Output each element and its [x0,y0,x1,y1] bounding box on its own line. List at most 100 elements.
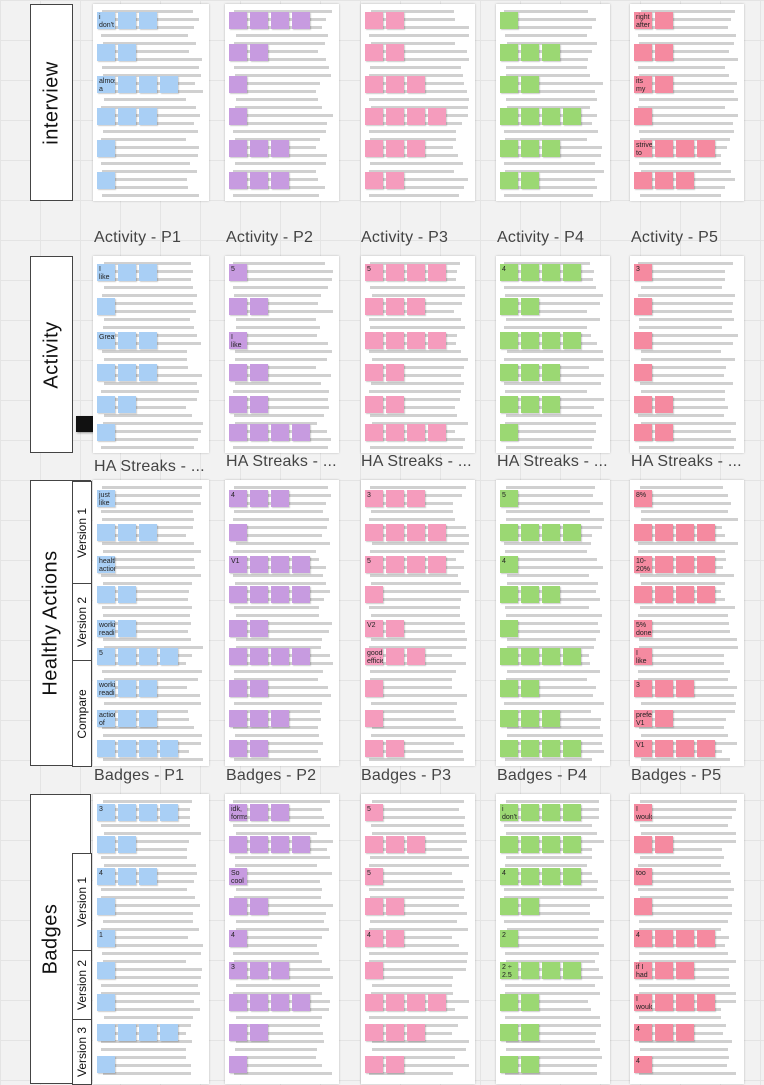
sticky-note[interactable] [407,140,425,157]
sticky-note[interactable] [542,868,560,885]
sticky-note[interactable] [521,524,539,541]
sticky-note[interactable] [118,868,136,885]
sticky-note[interactable] [271,586,289,603]
sticky-note[interactable] [500,524,518,541]
research-frame[interactable]: i don't know 4 2 2 ÷ 2.5 [496,794,610,1084]
sticky-note[interactable] [229,140,247,157]
research-frame[interactable]: 3 5 V2 good efficient [361,480,475,766]
sticky-note[interactable] [634,332,652,349]
frame-label[interactable]: HA Streaks - ... [631,453,742,470]
sticky-note[interactable] [229,648,247,665]
sticky-note[interactable] [250,140,268,157]
sticky-note[interactable] [500,836,518,853]
research-frame[interactable]: I would too 4 if I had I would feel 4 4 [630,794,744,1084]
sticky-note[interactable] [97,396,115,413]
sticky-note[interactable] [118,740,136,757]
sticky-note[interactable] [97,740,115,757]
sticky-note[interactable] [634,108,652,125]
sticky-note[interactable] [542,264,560,281]
sticky-note[interactable]: 5 [365,264,383,281]
sticky-note[interactable] [97,586,115,603]
sticky-note[interactable]: 4 [500,868,518,885]
sticky-note[interactable] [563,868,581,885]
sticky-note[interactable] [386,264,404,281]
sticky-note[interactable]: right after dk [634,12,652,29]
sticky-note[interactable] [655,740,673,757]
sticky-note[interactable] [386,108,404,125]
sticky-note[interactable] [97,298,115,315]
sticky-note[interactable] [655,710,673,727]
sticky-note[interactable] [365,396,383,413]
sticky-note[interactable] [542,140,560,157]
sticky-note[interactable] [160,1024,178,1041]
research-frame[interactable]: 5 I like that [225,256,339,453]
sticky-note[interactable] [118,710,136,727]
sticky-note[interactable] [271,490,289,507]
sticky-note[interactable] [521,836,539,853]
sticky-note[interactable] [229,424,247,441]
research-frame[interactable] [225,4,339,201]
sticky-note[interactable] [697,994,715,1011]
sticky-note[interactable] [521,740,539,757]
research-frame[interactable]: 3 [630,256,744,453]
sticky-note[interactable] [250,172,268,189]
sticky-note[interactable] [139,740,157,757]
sticky-note[interactable] [118,524,136,541]
sticky-note[interactable] [139,12,157,29]
sticky-note[interactable]: if I had [634,962,652,979]
sticky-note[interactable] [118,620,136,637]
sticky-note[interactable] [521,868,539,885]
sticky-note[interactable] [500,620,518,637]
sticky-note[interactable] [521,1024,539,1041]
sticky-note[interactable]: 4 [229,490,247,507]
sticky-note[interactable] [407,424,425,441]
sticky-note[interactable] [250,490,268,507]
sticky-note[interactable] [386,930,404,947]
sticky-note[interactable] [500,710,518,727]
sticky-note[interactable] [139,264,157,281]
sticky-note[interactable] [97,424,115,441]
sticky-note[interactable] [521,962,539,979]
sticky-note[interactable] [521,804,539,821]
sticky-note[interactable] [160,740,178,757]
sticky-note[interactable] [521,898,539,915]
sticky-note[interactable] [250,620,268,637]
sticky-note[interactable] [500,140,518,157]
sticky-note[interactable] [271,836,289,853]
sticky-note[interactable] [118,44,136,61]
sticky-note[interactable] [365,898,383,915]
sticky-note[interactable] [229,396,247,413]
frame-label[interactable]: Activity - P3 [361,229,449,246]
sticky-note[interactable] [428,264,446,281]
sticky-note[interactable] [563,264,581,281]
sticky-note[interactable] [97,836,115,853]
sticky-note[interactable] [292,648,310,665]
sticky-note[interactable] [500,680,518,697]
sticky-note[interactable] [97,1024,115,1041]
sticky-note[interactable]: 5 [365,556,383,573]
sticky-note[interactable] [407,836,425,853]
sticky-note[interactable] [500,364,518,381]
sticky-note[interactable] [428,524,446,541]
sticky-note[interactable] [500,424,518,441]
sticky-note[interactable]: V1 [229,556,247,573]
sticky-note[interactable] [655,930,673,947]
sticky-note[interactable]: Great [97,332,115,349]
sticky-note[interactable] [118,12,136,29]
sticky-note[interactable]: I would [634,804,652,821]
sticky-note[interactable]: 8% [634,490,652,507]
sticky-note[interactable] [634,424,652,441]
sticky-note[interactable] [655,524,673,541]
sticky-note[interactable] [563,740,581,757]
research-frame[interactable]: right after dk its my routine strive to be… [630,4,744,201]
sticky-note[interactable]: 5 [97,648,115,665]
sticky-note[interactable] [271,172,289,189]
sticky-note[interactable] [386,12,404,29]
sticky-note[interactable] [292,586,310,603]
sticky-note[interactable]: I like it [634,648,652,665]
sticky-note[interactable]: good efficient [365,648,383,665]
sticky-note[interactable] [542,836,560,853]
sticky-note[interactable] [271,648,289,665]
sticky-note[interactable] [139,108,157,125]
sticky-note[interactable] [697,524,715,541]
